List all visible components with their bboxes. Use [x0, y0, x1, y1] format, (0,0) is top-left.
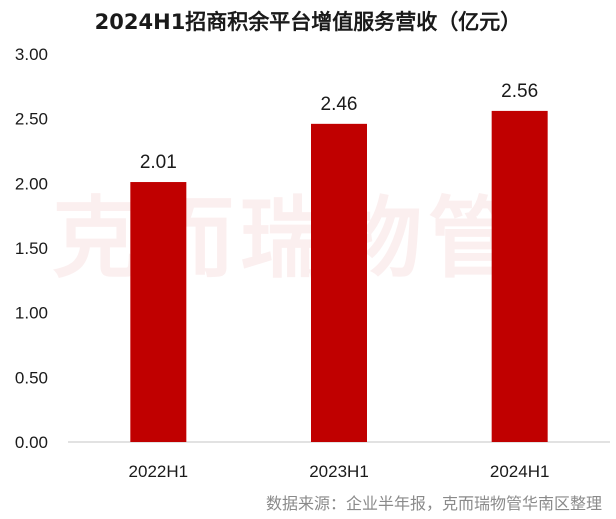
y-tick-label: 2.50 — [15, 110, 48, 129]
bar-2023H1 — [311, 123, 367, 442]
bar-2024H1 — [491, 110, 548, 442]
x-axis-tick-labels: 2022H1 2023H1 2024H1 — [129, 462, 550, 481]
bar-2022H1 — [130, 182, 187, 443]
data-labels: 2.01 2.46 2.56 — [140, 81, 538, 173]
y-tick-label: 0.00 — [15, 433, 48, 452]
data-label-2023H1: 2.46 — [321, 94, 358, 115]
y-tick-label: 3.00 — [15, 45, 48, 64]
chart-title: 2024H1招商积余平台增值服务营收（亿元） — [94, 10, 522, 34]
source-note: 数据来源：企业半年报，克而瑞物管华南区整理 — [265, 494, 602, 513]
y-tick-label: 1.00 — [15, 304, 48, 323]
x-tick-label-2024H1: 2024H1 — [490, 462, 550, 481]
y-axis-tick-labels: 0.00 0.50 1.00 1.50 2.00 2.50 3.00 — [15, 45, 48, 452]
bars — [130, 110, 548, 443]
data-label-2024H1: 2.56 — [501, 81, 538, 102]
x-tick-label-2022H1: 2022H1 — [129, 462, 189, 481]
x-tick-label-2023H1: 2023H1 — [309, 462, 369, 481]
y-tick-label: 2.00 — [15, 174, 48, 193]
watermark: 克而瑞物管 — [52, 187, 523, 290]
y-tick-label: 0.50 — [15, 368, 48, 387]
y-tick-label: 1.50 — [15, 239, 48, 258]
data-label-2022H1: 2.01 — [140, 152, 177, 173]
